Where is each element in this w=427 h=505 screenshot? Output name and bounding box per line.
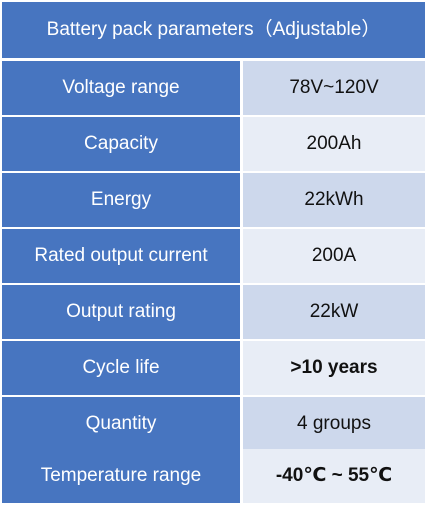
row-value: 22kWh <box>243 173 425 227</box>
table-row: Capacity 200Ah <box>2 117 425 171</box>
row-value: 4 groups <box>243 397 425 451</box>
table-row: Output rating 22kW <box>2 285 425 339</box>
table-row: Quantity 4 groups <box>2 397 425 451</box>
table-row: Temperature range -40℃ ~ 55℃ <box>2 449 425 503</box>
row-label: Temperature range <box>2 449 240 503</box>
row-label: Energy <box>2 173 240 227</box>
row-label: Cycle life <box>2 341 240 395</box>
table-title: Battery pack parameters（Adjustable） <box>2 2 425 58</box>
table-row: Voltage range 78V~120V <box>2 61 425 115</box>
row-label: Output rating <box>2 285 240 339</box>
row-label: Quantity <box>2 397 240 451</box>
table-row: Energy 22kWh <box>2 173 425 227</box>
table-row: Cycle life >10 years <box>2 341 425 395</box>
row-label: Capacity <box>2 117 240 171</box>
row-value: >10 years <box>243 341 425 395</box>
row-value: 22kW <box>243 285 425 339</box>
row-label: Rated output current <box>2 229 240 283</box>
row-value: 78V~120V <box>243 61 425 115</box>
row-value: 200Ah <box>243 117 425 171</box>
row-value: 200A <box>243 229 425 283</box>
table-row: Rated output current 200A <box>2 229 425 283</box>
row-value: -40℃ ~ 55℃ <box>243 449 425 503</box>
row-label: Voltage range <box>2 61 240 115</box>
